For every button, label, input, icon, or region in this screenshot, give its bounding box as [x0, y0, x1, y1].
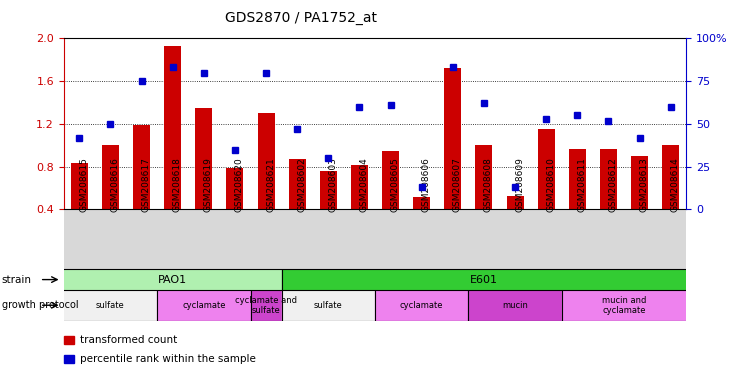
Text: cyclamate and
sulfate: cyclamate and sulfate — [235, 296, 297, 315]
Bar — [282, 290, 375, 321]
Text: mucin: mucin — [503, 301, 528, 310]
Bar — [226, 168, 244, 209]
Text: GSM208618: GSM208618 — [172, 157, 182, 212]
Bar — [64, 336, 74, 344]
Text: GSM208616: GSM208616 — [110, 157, 119, 212]
Bar — [195, 108, 212, 209]
Bar — [444, 68, 461, 209]
Bar — [164, 46, 182, 209]
Bar — [133, 125, 150, 209]
Text: transformed count: transformed count — [80, 335, 177, 345]
Text: GSM208607: GSM208607 — [453, 157, 462, 212]
Bar — [382, 151, 399, 209]
Bar — [102, 145, 119, 209]
Bar — [662, 145, 680, 209]
Text: GSM208609: GSM208609 — [515, 157, 524, 212]
Text: GSM208602: GSM208602 — [297, 158, 306, 212]
Text: GSM208610: GSM208610 — [546, 157, 555, 212]
Text: strain: strain — [2, 275, 32, 285]
Bar — [562, 290, 686, 321]
Bar — [413, 197, 430, 209]
Bar — [257, 113, 274, 209]
Text: cyclamate: cyclamate — [182, 301, 226, 310]
Text: GSM208604: GSM208604 — [359, 158, 368, 212]
Text: percentile rank within the sample: percentile rank within the sample — [80, 354, 255, 364]
Text: sulfate: sulfate — [96, 301, 124, 310]
Bar — [64, 290, 158, 321]
Bar — [468, 290, 562, 321]
Text: GSM208621: GSM208621 — [266, 158, 275, 212]
Text: GSM208614: GSM208614 — [670, 158, 680, 212]
Text: GSM208615: GSM208615 — [80, 157, 88, 212]
Text: GSM208603: GSM208603 — [328, 157, 338, 212]
Bar — [351, 165, 368, 209]
Bar — [289, 159, 306, 209]
Text: mucin and
cyclamate: mucin and cyclamate — [602, 296, 646, 315]
Bar — [282, 269, 686, 290]
Bar — [320, 171, 337, 209]
Text: GSM208612: GSM208612 — [608, 158, 617, 212]
Bar — [476, 145, 493, 209]
Text: GSM208611: GSM208611 — [578, 157, 586, 212]
Text: GSM208613: GSM208613 — [640, 157, 649, 212]
Text: E601: E601 — [470, 275, 498, 285]
Bar — [538, 129, 555, 209]
Bar — [251, 290, 282, 321]
Text: GSM208605: GSM208605 — [391, 157, 400, 212]
Text: GDS2870 / PA1752_at: GDS2870 / PA1752_at — [225, 11, 377, 25]
Text: cyclamate: cyclamate — [400, 301, 443, 310]
Bar — [631, 156, 648, 209]
Text: GSM208617: GSM208617 — [142, 157, 151, 212]
Text: GSM208606: GSM208606 — [422, 157, 430, 212]
Bar — [506, 195, 524, 209]
Bar — [64, 355, 74, 363]
Bar — [70, 164, 88, 209]
Bar — [64, 269, 282, 290]
Text: growth protocol: growth protocol — [2, 300, 78, 310]
Bar — [375, 290, 468, 321]
Text: sulfate: sulfate — [314, 301, 343, 310]
Text: GSM208620: GSM208620 — [235, 158, 244, 212]
Text: GSM208608: GSM208608 — [484, 157, 493, 212]
Bar — [600, 149, 617, 209]
Text: GSM208619: GSM208619 — [204, 157, 213, 212]
Bar — [568, 149, 586, 209]
Bar — [158, 290, 250, 321]
Text: PAO1: PAO1 — [158, 275, 188, 285]
